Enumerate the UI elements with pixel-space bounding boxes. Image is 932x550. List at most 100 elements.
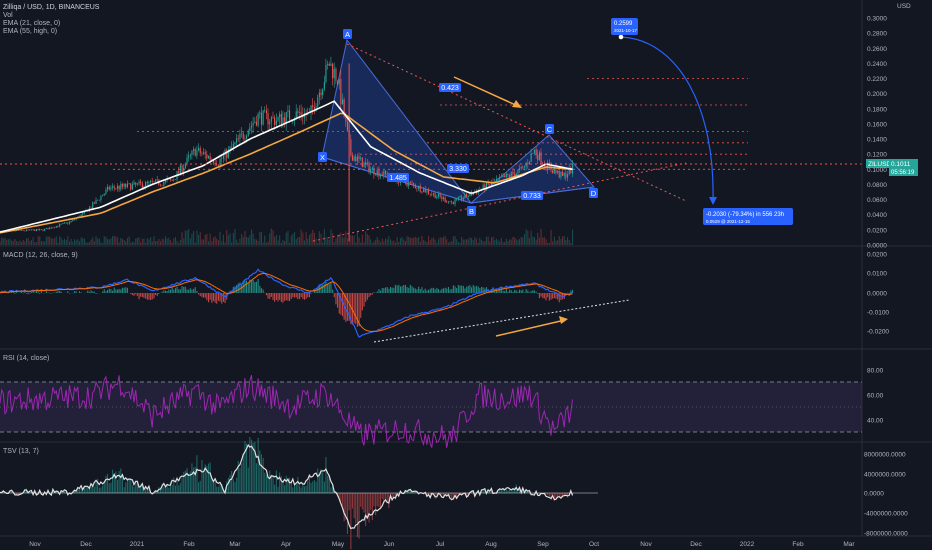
current-price-tag: ZILUSD 0.1011 05:56:19 xyxy=(866,159,918,176)
volume-bar xyxy=(105,236,107,245)
candle-body xyxy=(246,136,248,139)
volume-bar xyxy=(292,233,294,245)
volume-bar xyxy=(254,238,256,245)
candle-body xyxy=(52,227,54,229)
macd-pane[interactable] xyxy=(0,268,630,343)
macd-hist-bar xyxy=(552,293,554,299)
macd-hist-bar xyxy=(452,285,454,293)
volume-bar xyxy=(140,242,142,245)
macd-hist-bar xyxy=(294,293,296,298)
rsi-title[interactable]: RSI (14, close) xyxy=(3,355,49,362)
volume-bar xyxy=(45,236,47,245)
tsv-hist-bar xyxy=(342,493,344,506)
macd-axis-tick: -0.0200 xyxy=(867,329,889,336)
candle-body xyxy=(26,229,28,231)
candle-body xyxy=(553,170,555,174)
macd-hist-bar xyxy=(234,286,236,293)
candle-body xyxy=(186,157,188,164)
symbol-title[interactable]: Zilliqa / USD, 1D, BINANCEUS xyxy=(3,4,100,11)
macd-hist-bar xyxy=(40,290,42,293)
candle-body xyxy=(370,169,372,173)
macd-hist-bar xyxy=(115,289,117,293)
volume-bar xyxy=(542,237,544,245)
candle-body xyxy=(227,149,229,158)
volume-bar xyxy=(222,234,224,245)
tsv-hist-bar xyxy=(196,455,198,493)
volume-bar xyxy=(429,240,431,245)
volume-bar xyxy=(524,234,526,245)
rsi-pane[interactable] xyxy=(0,375,862,448)
tsv-hist-bar xyxy=(294,483,296,493)
candle-body xyxy=(360,157,362,159)
volume-bar xyxy=(358,237,360,245)
target-top-label[interactable]: 0.2599 2021-10-17 xyxy=(611,18,638,35)
upper-trendline[interactable] xyxy=(346,43,687,202)
target-bottom-label[interactable]: -0.2030 (-79.34%) in 556 23h 0.0529 @ 20… xyxy=(703,208,793,225)
tsv-hist-bar xyxy=(353,493,355,519)
macd-hist-bar xyxy=(47,292,49,293)
tsv-hist-bar xyxy=(262,457,264,493)
study-ema21[interactable]: EMA (21, close, 0) xyxy=(3,20,60,27)
candle-body xyxy=(130,183,132,190)
volume-bar xyxy=(490,237,492,245)
macd-hist-bar xyxy=(416,289,418,293)
lower-trendline[interactable] xyxy=(312,162,687,242)
tsv-hist-bar xyxy=(184,470,186,493)
macd-hist-bar xyxy=(398,284,400,293)
volume-bar xyxy=(474,237,476,245)
candle-body xyxy=(542,163,544,165)
volume-bar xyxy=(128,236,130,245)
macd-hist-bar xyxy=(528,292,530,293)
volume-bar xyxy=(368,235,370,245)
volume-bar xyxy=(78,241,80,245)
svg-text:D: D xyxy=(591,189,597,198)
candle-body xyxy=(232,143,234,148)
volume-bar xyxy=(399,238,401,245)
volume-bar xyxy=(467,239,469,245)
macd-hist-bar xyxy=(201,293,203,298)
candle-body xyxy=(138,181,140,184)
tsv-hist-bar xyxy=(269,470,271,493)
volume-bar xyxy=(146,238,148,245)
candle-body xyxy=(289,110,291,120)
macd-hist-bar xyxy=(457,285,459,293)
tsv-hist-bar xyxy=(105,475,107,493)
volume-bar xyxy=(408,236,410,245)
tsv-hist-bar xyxy=(92,483,94,493)
macd-hist-bar xyxy=(323,284,325,293)
volume-bar xyxy=(449,241,451,245)
candle-body xyxy=(234,142,236,144)
study-ema55[interactable]: EMA (55, high, 0) xyxy=(3,28,57,35)
price-pane[interactable] xyxy=(0,34,862,245)
volume-bar xyxy=(93,241,95,245)
macd-hist-bar xyxy=(525,289,527,293)
tsv-hist-bar xyxy=(112,469,114,493)
study-vol[interactable]: Vol xyxy=(3,12,13,19)
volume-bar xyxy=(196,230,198,245)
tsv-pane[interactable] xyxy=(0,437,598,550)
candle-body xyxy=(92,202,94,208)
candle-body xyxy=(47,228,49,230)
tsv-hist-bar xyxy=(414,491,416,493)
tsv-hist-bar xyxy=(393,493,395,497)
candle-body xyxy=(466,193,468,197)
macd-hist-bar xyxy=(346,293,348,321)
macd-hist-bar xyxy=(353,293,355,323)
macd-hist-bar xyxy=(277,293,279,302)
macd-hist-bar xyxy=(166,291,168,293)
volume-bar xyxy=(206,233,208,245)
tsv-hist-bar xyxy=(332,485,334,493)
tsv-hist-bar xyxy=(320,469,322,493)
candle-body xyxy=(342,99,344,104)
tsv-hist-bar xyxy=(260,454,262,493)
macd-hist-bar xyxy=(212,293,214,301)
volume-bar xyxy=(519,238,521,245)
macd-title[interactable]: MACD (12, 26, close, 9) xyxy=(3,252,78,259)
macd-line xyxy=(0,268,573,338)
volume-bar xyxy=(413,237,415,245)
volume-bar xyxy=(272,230,274,245)
macd-hist-bar xyxy=(502,290,504,293)
tsv-title[interactable]: TSV (13, 7) xyxy=(3,448,39,455)
candle-body xyxy=(97,199,99,201)
